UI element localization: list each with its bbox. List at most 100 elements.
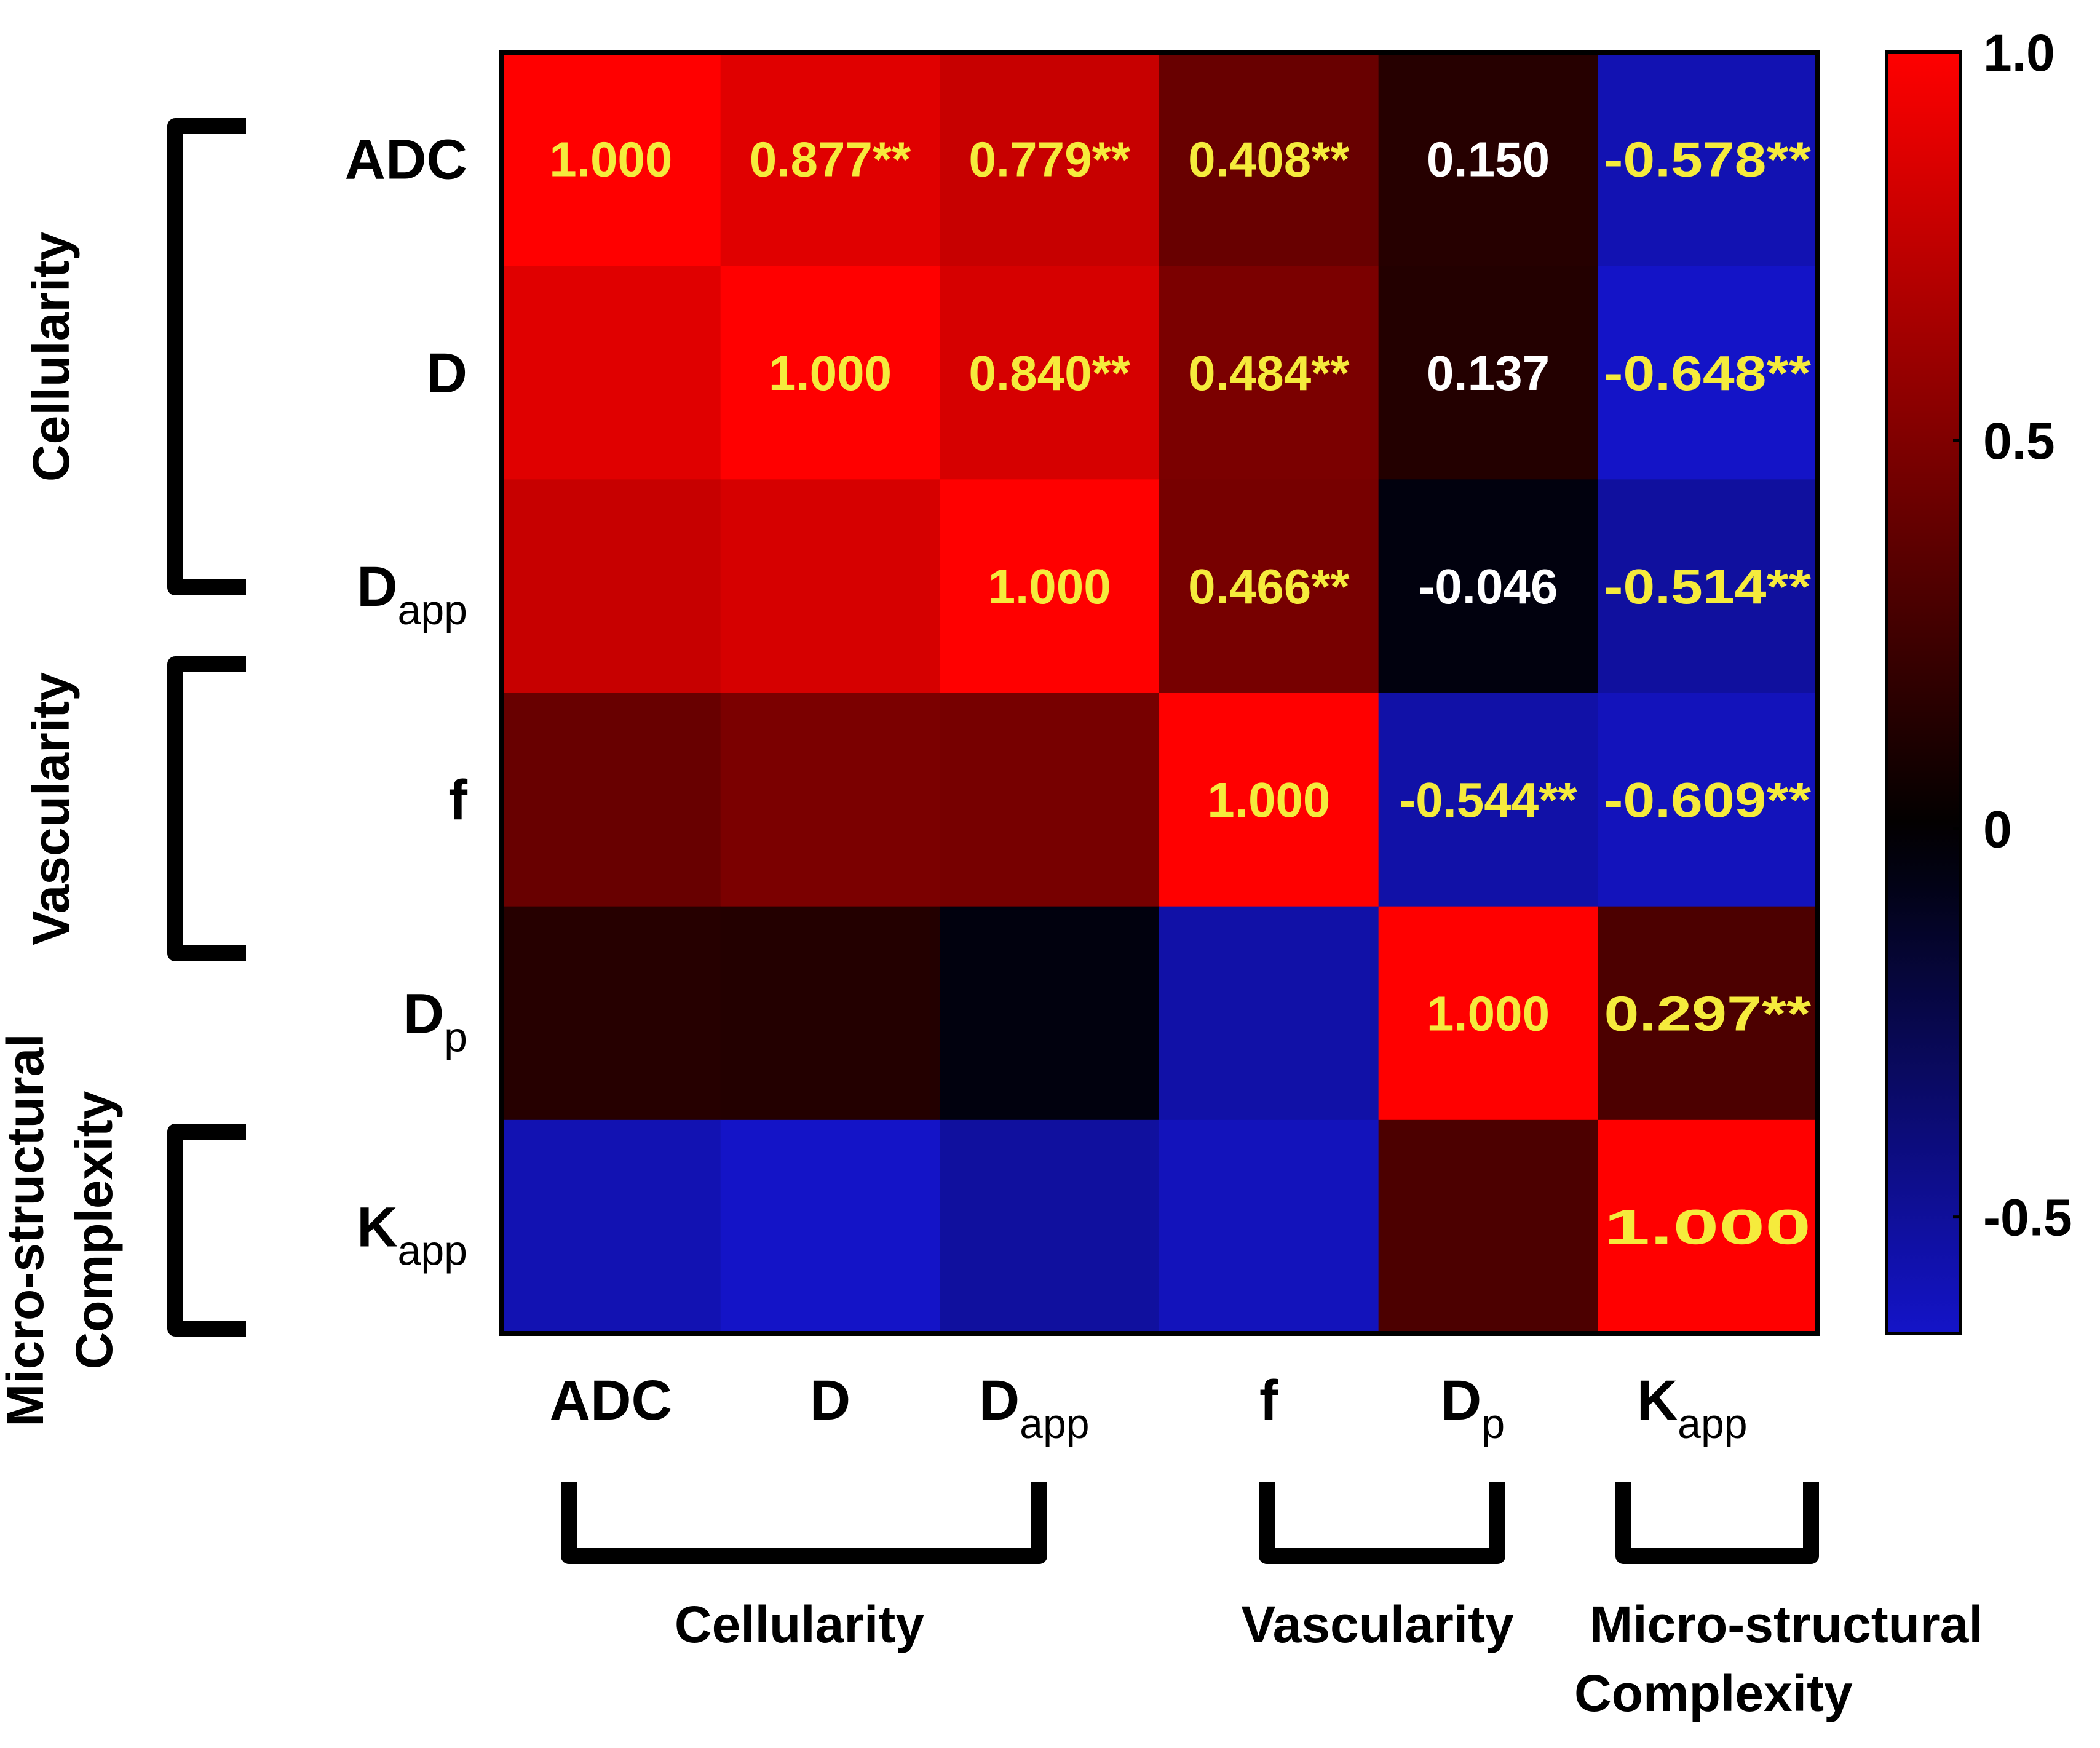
label-subscript: p — [1481, 1400, 1505, 1447]
heatmap-cell — [940, 693, 1160, 907]
column-label-d: D — [810, 1369, 850, 1432]
heatmap-cell — [1159, 479, 1379, 694]
row-label-dapp: Dapp — [357, 555, 467, 634]
label-subscript: app — [1020, 1400, 1089, 1447]
bottom-bracket — [561, 1482, 1047, 1564]
heatmap-cell — [501, 266, 721, 480]
cell-label: 1.000 — [769, 346, 892, 400]
heatmap-cell — [501, 693, 721, 907]
cell-label: 0.466** — [1188, 559, 1350, 614]
bottom-group-label: Micro-structural — [1590, 1595, 1983, 1653]
heatmap-cell — [1159, 693, 1379, 907]
cell-label: -0.046 — [1419, 559, 1558, 614]
cell-label: -0.544** — [1399, 773, 1577, 827]
left-group-label: Vascularity — [22, 672, 80, 945]
heatmap-cell — [940, 1119, 1160, 1334]
bottom-group-label: Complexity — [1574, 1664, 1853, 1722]
cell-label: 1.000 — [1604, 1199, 1811, 1254]
label-subscript: app — [398, 587, 467, 634]
heatmap-cell — [1159, 52, 1379, 266]
left-group-label: Micro-structural Complexity — [0, 1033, 123, 1426]
heatmap-cells — [501, 52, 1818, 1334]
heatmap-cell — [720, 266, 940, 480]
heatmap-cell — [720, 1119, 940, 1334]
left-group-label-line: Vascularity — [22, 672, 80, 945]
left-group-brackets: Cellularity Vascularity Micro-structural Co… — [0, 118, 246, 1427]
column-label-dapp: Dapp — [979, 1369, 1090, 1447]
label-base: D — [810, 1369, 850, 1432]
left-group-label-line: Cellularity — [22, 232, 80, 482]
heatmap-frame — [499, 50, 1820, 1336]
heatmap-cell — [940, 906, 1160, 1121]
heatmap-cell — [1598, 52, 1818, 266]
heatmap-cell — [720, 52, 940, 266]
cell-label: -0.578** — [1604, 132, 1812, 187]
heatmap-cell — [720, 693, 940, 907]
colorbar-tick-label: 0 — [1983, 800, 2012, 858]
column-label-kapp: Kapp — [1637, 1369, 1748, 1447]
label-base: f — [1259, 1369, 1278, 1432]
heatmap-cell — [940, 266, 1160, 480]
cell-label: 0.779** — [969, 132, 1130, 187]
cell-label: -0.609** — [1604, 773, 1812, 827]
heatmap-cell — [501, 52, 721, 266]
label-base: ADC — [550, 1369, 672, 1432]
column-labels: ADC D Dapp f Dp Kapp — [550, 1369, 1748, 1447]
row-label-kapp: Kapp — [357, 1196, 467, 1274]
cell-label: 1.000 — [988, 559, 1111, 614]
row-label-f: f — [448, 769, 467, 832]
heatmap-cell — [940, 52, 1160, 266]
heatmap-cell-labels: 1.000 0.877** 0.779** 0.408** 0.150 -0.578** 1… — [549, 132, 1812, 1255]
heatmap-cell — [1598, 479, 1818, 694]
bottom-group-brackets: Cellularity Vascularity Micro-structural Co… — [561, 1482, 1983, 1722]
row-label-d: D — [427, 342, 467, 405]
heatmap-cell — [1159, 1119, 1379, 1334]
colorbar-tick-label: 0.5 — [1983, 412, 2055, 470]
left-group-label-line: Micro-structural — [0, 1033, 54, 1426]
label-subscript: p — [444, 1014, 467, 1060]
left-bracket — [167, 118, 246, 595]
heatmap-cell — [1159, 906, 1379, 1121]
heatmap-cell — [1598, 1119, 1818, 1334]
heatmap-cell — [501, 479, 721, 694]
heatmap-cell — [1159, 266, 1379, 480]
heatmap-cell — [1378, 1119, 1598, 1334]
column-label-adc: ADC — [550, 1369, 672, 1432]
colorbar-tick-label: -0.5 — [1983, 1189, 2072, 1247]
heatmap-cell — [1378, 906, 1598, 1121]
heatmap-cell — [1598, 693, 1818, 907]
label-base: D — [403, 982, 444, 1045]
colorbar: 1.0 0.5 0 -0.5 — [1885, 24, 2072, 1335]
cell-label: 0.408** — [1188, 132, 1350, 187]
label-base: D — [979, 1369, 1020, 1432]
label-base: ADC — [345, 129, 467, 191]
cell-label: -0.648** — [1604, 346, 1812, 400]
cell-label: 0.297** — [1604, 986, 1812, 1041]
heatmap-cell — [1378, 266, 1598, 480]
heatmap-cell — [940, 479, 1160, 694]
cell-label: 0.840** — [969, 346, 1130, 400]
label-base: D — [357, 555, 397, 618]
cell-label: 1.000 — [1427, 986, 1550, 1041]
bottom-group-label: Vascularity — [1241, 1595, 1514, 1653]
heatmap-cell — [501, 906, 721, 1121]
label-base: K — [357, 1196, 397, 1258]
colorbar-gradient — [1885, 50, 1962, 1335]
bottom-bracket — [1615, 1482, 1819, 1564]
left-group-label-line: Complexity — [65, 1091, 123, 1369]
cell-label: 1.000 — [549, 132, 672, 187]
heatmap-cell — [1598, 266, 1818, 480]
cell-label: 0.484** — [1188, 346, 1350, 400]
heatmap-cell — [720, 479, 940, 694]
label-base: D — [427, 342, 467, 405]
heatmap-cell — [1598, 906, 1818, 1121]
column-label-f: f — [1259, 1369, 1278, 1432]
cell-label: 0.877** — [750, 132, 911, 187]
cell-label: 1.000 — [1207, 773, 1330, 827]
column-label-dp: Dp — [1441, 1369, 1505, 1447]
colorbar-tick-label: 1.0 — [1983, 24, 2055, 82]
heatmap-cell — [720, 906, 940, 1121]
heatmap-cell — [1378, 479, 1598, 694]
